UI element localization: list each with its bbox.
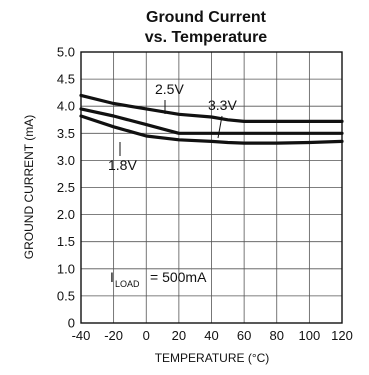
x-tick-label: 0 bbox=[143, 328, 150, 343]
load-annotation-subscript: LOAD bbox=[115, 279, 140, 289]
load-annotation-i: I bbox=[110, 269, 114, 285]
chart-title: Ground Current bbox=[146, 9, 267, 26]
x-tick-label: 100 bbox=[299, 328, 321, 343]
y-tick-label: 5.0 bbox=[57, 45, 75, 60]
series-label-1-8v: 1.8V bbox=[108, 157, 137, 173]
y-tick-label: 2.0 bbox=[57, 207, 75, 222]
x-tick-label: 120 bbox=[331, 328, 353, 343]
x-tick-label: 20 bbox=[172, 328, 186, 343]
x-axis-label: TEMPERATURE (°C) bbox=[155, 351, 270, 365]
y-tick-label: 2.5 bbox=[57, 180, 75, 195]
x-tick-label: 60 bbox=[237, 328, 251, 343]
y-tick-label: 0 bbox=[68, 316, 75, 331]
series-lines bbox=[79, 93, 344, 145]
y-tick-label: 1.5 bbox=[57, 234, 75, 249]
y-tick-label: 4.0 bbox=[57, 99, 75, 114]
x-tick-label: -20 bbox=[104, 328, 123, 343]
x-tick-label: -40 bbox=[72, 328, 91, 343]
y-tick-label: 0.5 bbox=[57, 288, 75, 303]
chart-subtitle: vs. Temperature bbox=[145, 29, 268, 46]
tick-labels: -40 -20 0 20 40 60 80 100 120 0 0.5 1.0 1.5 2.0 2.5 3.0… bbox=[57, 45, 353, 344]
y-tick-label: 3.5 bbox=[57, 126, 75, 141]
series-line-3-3v bbox=[79, 107, 344, 135]
y-tick-label: 4.5 bbox=[57, 72, 75, 87]
x-tick-label: 40 bbox=[204, 328, 218, 343]
y-tick-label: 1.0 bbox=[57, 261, 75, 276]
series-labels: 2.5V 3.3V 1.8V bbox=[108, 81, 237, 173]
series-line-2-5v bbox=[79, 93, 344, 124]
leader-3-3v bbox=[217, 115, 223, 139]
y-tick-label: 3.0 bbox=[57, 153, 75, 168]
plot-frame bbox=[80, 51, 343, 324]
load-annotation: I LOAD = 500mA bbox=[110, 269, 207, 289]
load-annotation-value: = 500mA bbox=[150, 269, 207, 285]
series-line-1-8v bbox=[79, 114, 344, 145]
series-label-3-3v: 3.3V bbox=[208, 97, 237, 113]
series-label-2-5v: 2.5V bbox=[155, 81, 184, 97]
y-axis-label: GROUND CURRENT (mA) bbox=[22, 115, 36, 259]
x-tick-label: 80 bbox=[270, 328, 284, 343]
